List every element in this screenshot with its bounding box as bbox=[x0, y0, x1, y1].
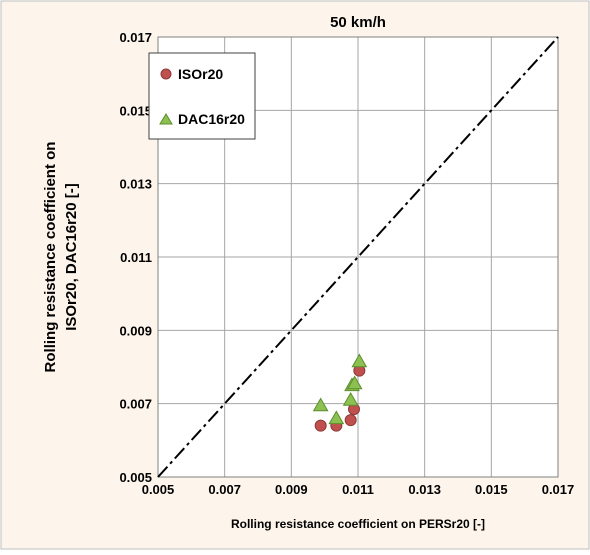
point-dac16r20-1 bbox=[328, 410, 345, 425]
reference-line bbox=[157, 36, 559, 478]
data-points bbox=[312, 353, 368, 432]
point-isor20-0 bbox=[314, 419, 327, 432]
point-dac16r20-2 bbox=[342, 391, 359, 406]
y-tick-label: 0.007 bbox=[119, 397, 152, 412]
x-tick-label: 0.005 bbox=[142, 482, 175, 497]
y-axis-label-line1: Rolling resistance coefficient on bbox=[42, 142, 59, 373]
point-dac16r20-4 bbox=[346, 375, 363, 390]
y-tick-label: 0.013 bbox=[119, 177, 152, 192]
legend-label-isor20: ISOr20 bbox=[178, 66, 223, 82]
y-tick-label: 0.009 bbox=[119, 323, 152, 338]
y-tick-label: 0.005 bbox=[119, 470, 152, 485]
plot-border bbox=[157, 36, 559, 478]
x-tick-label: 0.011 bbox=[342, 482, 374, 497]
legend-label-dac16r20: DAC16r20 bbox=[178, 111, 245, 127]
x-tick-label: 0.007 bbox=[208, 482, 241, 497]
chart-title: 50 km/h bbox=[330, 14, 386, 31]
tick-labels: 0.005 0.007 0.009 0.011 0.013 0.015 0.017 0.005… bbox=[119, 30, 574, 497]
x-tick-label: 0.017 bbox=[542, 482, 575, 497]
point-dac16r20-5 bbox=[351, 353, 368, 368]
point-isor20-2 bbox=[344, 414, 357, 427]
legend: ISOr20 DAC16r20 bbox=[148, 52, 256, 140]
point-dac16r20-0 bbox=[312, 397, 329, 412]
y-axis-label-line2: ISOr20, DAC16r20 [-] bbox=[63, 183, 80, 331]
reference-line-group bbox=[157, 36, 559, 478]
legend-box bbox=[148, 52, 256, 140]
legend-marker-isor20 bbox=[160, 68, 172, 80]
x-axis-label: Rolling resistance coefficient on PERSr2… bbox=[231, 517, 485, 531]
x-tick-label: 0.009 bbox=[275, 482, 308, 497]
legend-marker-dac16r20 bbox=[159, 113, 173, 125]
y-tick-label: 0.015 bbox=[119, 103, 152, 118]
y-tick-label: 0.017 bbox=[119, 30, 152, 45]
y-axis-label: Rolling resistance coefficient on ISOr20… bbox=[42, 142, 80, 373]
x-tick-label: 0.013 bbox=[408, 482, 441, 497]
x-tick-label: 0.015 bbox=[475, 482, 508, 497]
y-tick-label: 0.011 bbox=[120, 250, 152, 265]
